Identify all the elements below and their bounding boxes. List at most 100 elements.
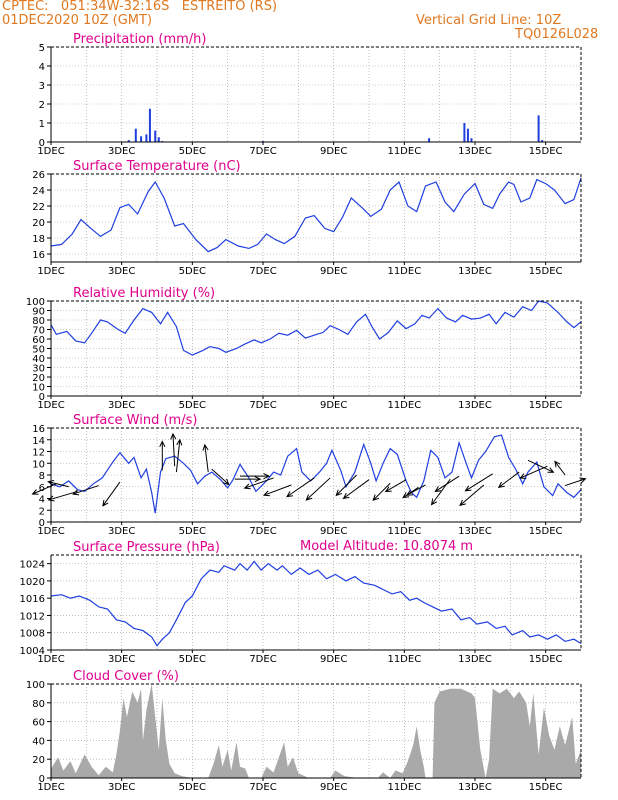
model-altitude-label: Model Altitude: 10.8074 m — [300, 539, 474, 554]
pressure-ytick-label: 1016 — [20, 594, 45, 605]
precipitation-bar — [140, 136, 143, 142]
wind-arrow — [497, 471, 520, 489]
precipitation-ytick-label: 0 — [39, 138, 45, 149]
humidity-ytick-label: 50 — [32, 345, 45, 356]
wind-arrow — [430, 478, 451, 506]
wind-xtick-label: 1DEC — [37, 526, 64, 537]
wind-ytick-label: 6 — [39, 483, 45, 494]
wind-ytick-label: 12 — [32, 448, 45, 459]
wind-arrow — [243, 477, 274, 490]
temperature-xtick-label: 7DEC — [249, 266, 276, 277]
humidity-xtick-label: 13DEC — [458, 400, 492, 411]
precipitation-bar — [470, 138, 473, 142]
humidity-ytick-label: 70 — [32, 326, 45, 337]
precipitation-xtick-label: 3DEC — [108, 146, 135, 157]
pressure-xtick-label: 9DEC — [320, 654, 347, 665]
humidity-ytick-label: 40 — [32, 354, 45, 365]
precipitation-bar — [148, 108, 151, 142]
wind-xtick-label: 3DEC — [108, 526, 135, 537]
wind-arrow — [519, 465, 548, 479]
precipitation-ytick-label: 3 — [39, 81, 45, 92]
humidity-xtick-label: 11DEC — [387, 400, 421, 411]
pressure-xtick-label: 1DEC — [37, 654, 64, 665]
temperature-series-line — [50, 177, 582, 253]
temperature-xtick-label: 15DEC — [529, 266, 563, 277]
humidity-xtick-label: 7DEC — [249, 400, 276, 411]
pressure-xtick-label: 15DEC — [529, 654, 563, 665]
wind-arrow — [335, 474, 357, 497]
wind-xtick-label: 15DEC — [529, 526, 563, 537]
wind-arrow — [170, 432, 177, 467]
cloud-cover-xtick-label: 5DEC — [179, 782, 206, 793]
cloud-cover-ytick-label: 80 — [32, 699, 45, 710]
cloud-cover-xtick-label: 11DEC — [387, 782, 421, 793]
model-code-label: TQ0126L028 — [515, 27, 599, 42]
cloud-cover-area — [51, 684, 581, 778]
humidity-series-line — [50, 300, 582, 356]
pressure-ytick-label: 1004 — [20, 646, 45, 657]
temperature-ytick-label: 20 — [32, 218, 45, 229]
pressure-xtick-label: 13DEC — [458, 654, 492, 665]
pressure-ytick-label: 1024 — [20, 560, 45, 571]
wind-arrow — [102, 481, 121, 507]
pressure-xtick-label: 5DEC — [179, 654, 206, 665]
pressure-xtick-label: 3DEC — [108, 654, 135, 665]
date-label: 01DEC2020 10Z (GMT) — [2, 13, 153, 28]
precipitation-xtick-label: 11DEC — [387, 146, 421, 157]
humidity-xtick-label: 15DEC — [529, 400, 563, 411]
wind-xtick-label: 5DEC — [179, 526, 206, 537]
grid-line-label: Vertical Grid Line: 10Z — [416, 13, 562, 28]
precipitation-panel: 0 1 2 3 4 5 1DEC 3DEC 5DEC 7DEC 9DEC 11DEC 13DEC 15DE… — [37, 32, 582, 157]
pressure-panel: 1004 1008 1012 1016 1020 1024 1DEC 3DEC 5DEC 7DEC… — [20, 540, 582, 665]
precipitation-title: Precipitation (mm/h) — [73, 32, 206, 47]
wind-ytick-label: 8 — [39, 471, 45, 482]
cloud-cover-ytick-label: 60 — [32, 718, 45, 729]
wind-arrow — [211, 468, 230, 486]
precipitation-bar — [463, 123, 466, 142]
temperature-xtick-label: 1DEC — [37, 266, 64, 277]
wind-arrow — [175, 438, 183, 473]
humidity-xtick-label: 3DEC — [108, 400, 135, 411]
humidity-ytick-label: 10 — [32, 383, 45, 394]
precipitation-bar — [428, 138, 431, 142]
cloud-cover-xtick-label: 3DEC — [108, 782, 135, 793]
cloud-cover-xtick-label: 7DEC — [249, 782, 276, 793]
precipitation-ytick-label: 2 — [39, 100, 45, 111]
wind-ytick-label: 2 — [39, 506, 45, 517]
temperature-title: Surface Temperature (nC) — [73, 159, 241, 174]
wind-arrow — [286, 477, 315, 498]
wind-arrow — [372, 482, 391, 502]
pressure-ytick-label: 1020 — [20, 577, 45, 588]
humidity-ytick-label: 0 — [39, 392, 45, 403]
humidity-ytick-label: 90 — [32, 307, 45, 318]
precipitation-ytick-label: 5 — [39, 43, 45, 54]
temperature-xtick-label: 11DEC — [387, 266, 421, 277]
cloud-cover-xtick-label: 13DEC — [458, 782, 492, 793]
location-label: CPTEC: 051:34W-32:16S ESTREITO (RS) — [2, 0, 278, 14]
pressure-xtick-label: 7DEC — [249, 654, 276, 665]
wind-ytick-label: 14 — [32, 436, 45, 447]
wind-arrow — [305, 477, 331, 501]
precipitation-xtick-label: 5DEC — [179, 146, 206, 157]
precipitation-bar — [127, 140, 130, 142]
wind-arrow — [459, 484, 485, 507]
wind-ytick-label: 4 — [39, 495, 45, 506]
temperature-ytick-label: 16 — [32, 250, 45, 261]
wind-arrow — [564, 477, 587, 487]
humidity-xtick-label: 5DEC — [179, 400, 206, 411]
wind-series-line — [50, 434, 582, 514]
cloud-cover-title: Cloud Cover (%) — [73, 669, 179, 684]
temperature-ytick-label: 18 — [32, 234, 45, 245]
pressure-xtick-label: 11DEC — [387, 654, 421, 665]
precipitation-bar — [145, 134, 148, 142]
temperature-xtick-label: 3DEC — [108, 266, 135, 277]
pressure-title: Surface Pressure (hPa) — [73, 540, 220, 555]
humidity-xtick-label: 1DEC — [37, 400, 64, 411]
precipitation-xtick-label: 7DEC — [249, 146, 276, 157]
cloud-cover-ytick-label: 20 — [32, 755, 45, 766]
wind-arrow — [262, 484, 292, 497]
wind-arrow — [234, 476, 262, 483]
precipitation-bar — [157, 137, 160, 142]
